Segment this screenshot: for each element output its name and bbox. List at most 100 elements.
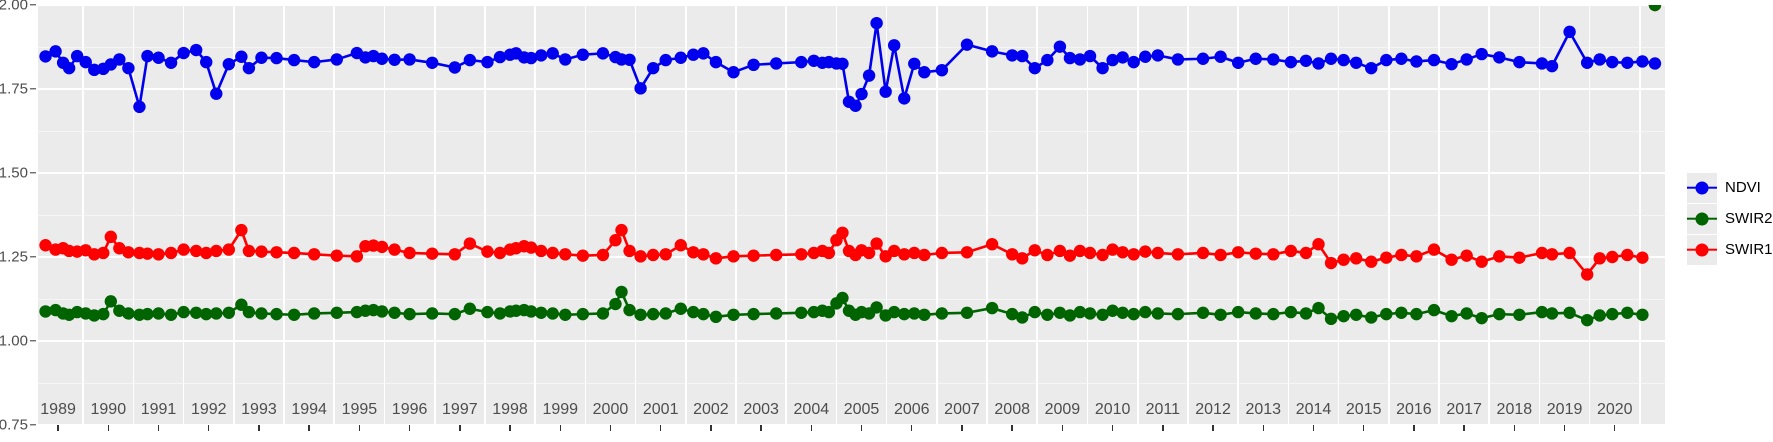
data-point <box>836 57 849 70</box>
data-point <box>918 66 931 79</box>
x-axis-tick-label: 2013 <box>1245 401 1282 418</box>
legend-key-swatch <box>1687 234 1717 265</box>
y-axis-tick-label: 1.50 <box>0 164 28 182</box>
data-point <box>908 57 921 70</box>
data-point <box>709 310 723 324</box>
data-point <box>1028 61 1041 75</box>
y-axis-tick-mark <box>30 256 36 258</box>
data-point <box>122 307 135 320</box>
data-point <box>646 61 660 75</box>
data-point <box>270 51 283 65</box>
gridline-vertical <box>1639 5 1641 425</box>
x-axis-tick-mark <box>408 425 411 431</box>
data-point <box>1545 248 1559 261</box>
data-point <box>524 305 538 318</box>
data-point <box>1073 53 1087 66</box>
data-point <box>1028 244 1041 257</box>
data-point <box>164 246 178 260</box>
x-axis-tick-mark <box>609 425 612 431</box>
data-point <box>879 85 892 98</box>
x-axis-tick-label: 1999 <box>542 401 579 418</box>
data-point <box>1053 306 1067 319</box>
data-point <box>242 61 256 75</box>
data-point <box>747 307 760 321</box>
data-point <box>855 87 868 101</box>
data-point <box>1445 253 1458 266</box>
x-axis-tick-mark <box>1563 425 1566 431</box>
y-axis-tick-mark <box>30 88 36 90</box>
data-point <box>559 248 572 261</box>
data-point <box>255 307 268 320</box>
gridline-vertical <box>986 5 988 425</box>
gridline-vertical <box>684 5 687 425</box>
x-axis-tick-mark <box>1614 425 1616 431</box>
data-point <box>1636 308 1649 321</box>
data-point <box>493 246 507 260</box>
data-point <box>1580 313 1594 327</box>
data-point <box>222 243 236 256</box>
gridline-vertical <box>785 5 787 425</box>
data-point <box>388 306 401 319</box>
x-axis-tick-label: 1998 <box>492 401 528 418</box>
x-axis-tick-label: 2020 <box>1596 401 1633 418</box>
data-point <box>1563 246 1576 260</box>
data-point <box>448 61 461 74</box>
gridline-vertical <box>1086 5 1089 425</box>
data-point <box>697 47 710 60</box>
x-axis-tick-mark <box>760 425 762 431</box>
data-point <box>1349 252 1363 265</box>
legend-item-swir2[interactable]: SWIR2 <box>1687 203 1773 234</box>
x-axis-tick-label: 1993 <box>241 401 277 418</box>
x-axis-tick-mark <box>1513 425 1516 431</box>
data-point <box>1106 304 1119 317</box>
x-axis-tick-mark <box>810 425 813 431</box>
data-point <box>546 307 559 320</box>
data-point <box>1395 248 1408 262</box>
data-point <box>1606 307 1619 321</box>
data-point <box>1380 53 1393 67</box>
data-point <box>534 49 548 62</box>
data-point <box>122 246 135 259</box>
data-point <box>1083 49 1097 63</box>
data-point <box>1593 309 1606 322</box>
y-axis-tick-mark <box>30 4 36 6</box>
data-point <box>1380 251 1393 264</box>
data-point <box>623 53 636 66</box>
data-point <box>727 250 740 263</box>
data-point <box>1395 306 1408 319</box>
data-point <box>918 248 931 262</box>
gridline-horizontal-major <box>38 172 1665 174</box>
data-point <box>1127 248 1140 261</box>
data-point <box>1053 40 1067 53</box>
data-point <box>448 307 461 321</box>
data-point <box>862 246 876 260</box>
legend-item-swir1[interactable]: SWIR1 <box>1687 234 1773 265</box>
data-point <box>769 248 783 262</box>
gridline-vertical <box>233 5 235 425</box>
x-axis-tick-mark <box>710 425 712 431</box>
y-axis: 2.00 1.75 1.50 1.25 1.00 0.75 <box>0 0 38 442</box>
legend-item-ndvi[interactable]: NDVI <box>1687 172 1773 203</box>
data-point <box>97 246 110 260</box>
data-point <box>62 61 76 75</box>
data-point <box>822 305 836 319</box>
data-point <box>1196 306 1210 319</box>
gridline-vertical <box>1136 5 1139 425</box>
data-point <box>307 248 321 261</box>
x-axis-tick-label: 2003 <box>743 401 779 418</box>
data-point <box>1214 248 1227 262</box>
gridline-vertical <box>283 5 285 425</box>
data-point <box>1139 245 1152 258</box>
x-axis-tick-mark <box>559 425 561 431</box>
data-point <box>887 244 901 258</box>
gridline-horizontal-minor <box>38 382 1665 384</box>
data-point <box>870 237 883 250</box>
x-axis-tick-label: 2002 <box>693 401 729 418</box>
x-axis-tick-mark <box>1312 425 1315 431</box>
data-point <box>674 51 687 64</box>
data-point <box>1214 50 1227 63</box>
data-point <box>1545 307 1559 320</box>
data-point <box>307 55 321 69</box>
data-point <box>596 307 610 320</box>
